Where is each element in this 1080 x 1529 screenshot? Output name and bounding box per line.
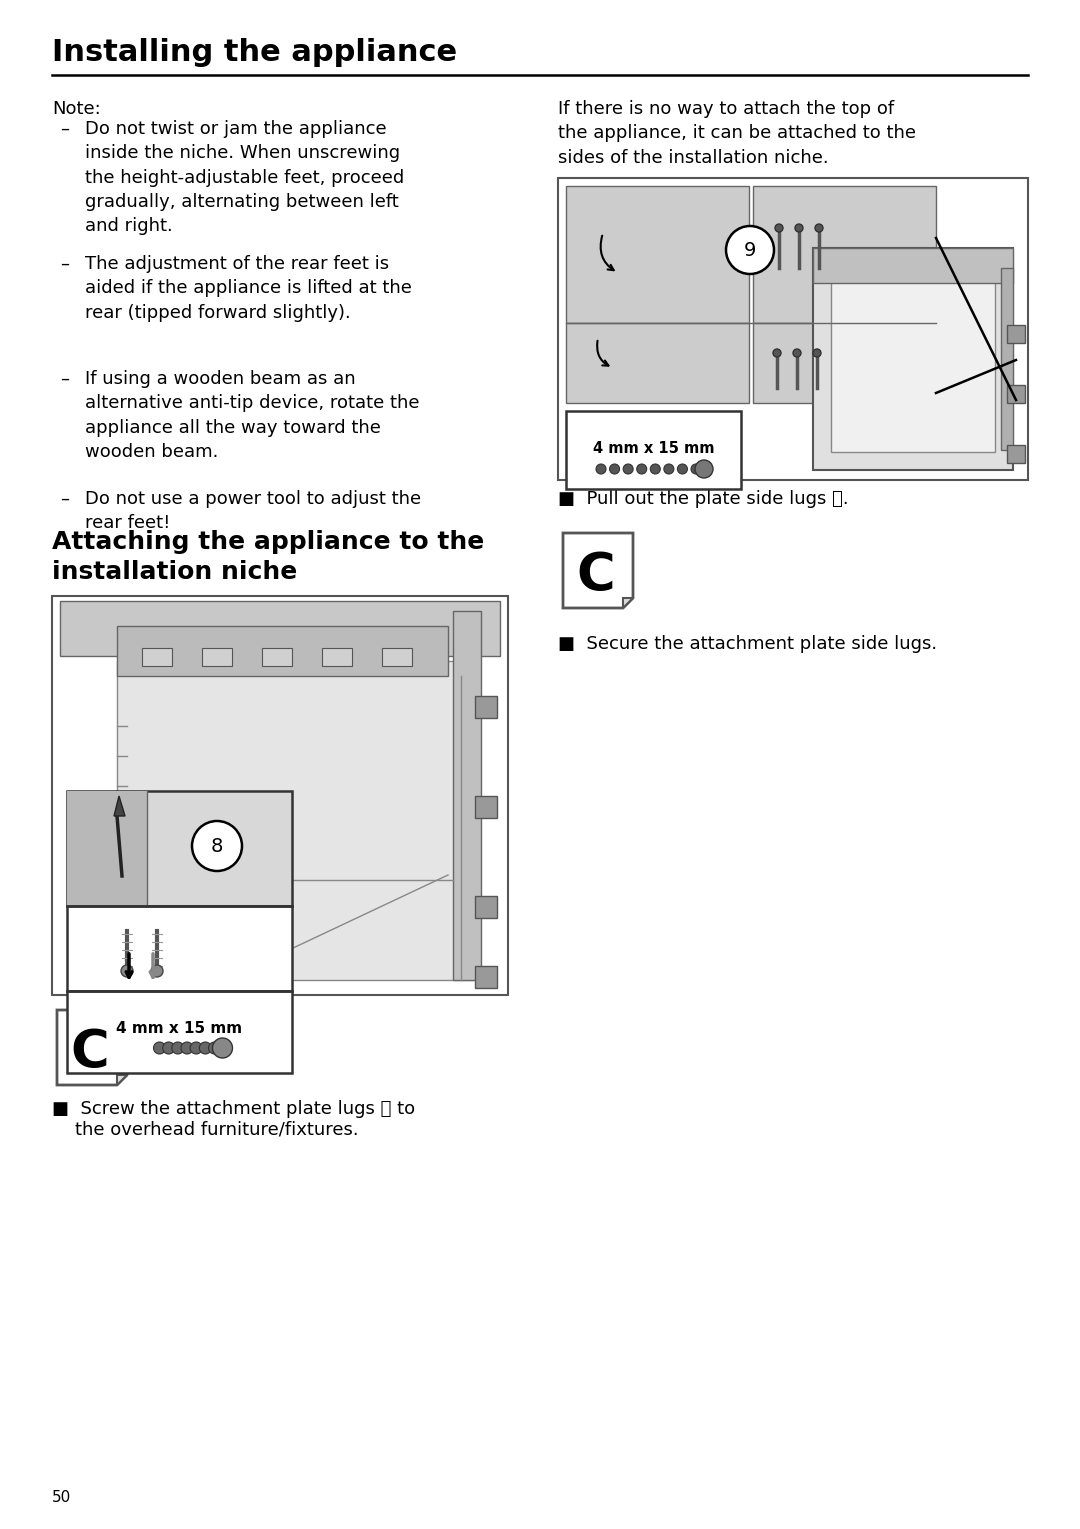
Circle shape [208,1041,220,1053]
Text: ■  Pull out the plate side lugs ⓨ.: ■ Pull out the plate side lugs ⓨ. [558,489,849,508]
Text: 50: 50 [52,1489,71,1505]
Bar [67,991,292,1073]
Polygon shape [563,534,633,609]
Bar [1001,268,1013,450]
Text: installation niche: installation niche [52,560,297,584]
Circle shape [172,1041,184,1053]
Bar [382,648,411,667]
Bar [141,648,172,667]
Text: 4 mm x 15 mm: 4 mm x 15 mm [117,1021,243,1037]
Polygon shape [117,1075,127,1086]
Circle shape [190,1041,202,1053]
Polygon shape [623,598,633,609]
Circle shape [775,225,783,232]
Circle shape [795,225,804,232]
Bar [753,323,936,404]
Text: C: C [577,550,616,602]
Bar [262,648,292,667]
Circle shape [151,965,163,977]
Bar [60,601,500,656]
Bar [566,411,741,489]
Polygon shape [114,797,125,816]
Circle shape [623,463,633,474]
Bar [475,696,497,719]
Text: Do not twist or jam the appliance
inside the niche. When unscrewing
the height-a: Do not twist or jam the appliance inside… [85,119,404,235]
Circle shape [609,463,620,474]
Text: 9: 9 [744,240,756,260]
Circle shape [813,349,821,356]
Text: If using a wooden beam as an
alternative anti-tip device, rotate the
appliance a: If using a wooden beam as an alternative… [85,370,419,460]
Circle shape [696,460,713,479]
Circle shape [181,1041,193,1053]
Circle shape [793,349,801,356]
Polygon shape [204,656,244,766]
Text: –: – [60,370,69,388]
Circle shape [121,965,133,977]
Circle shape [637,463,647,474]
Circle shape [213,1038,232,1058]
Circle shape [773,349,781,356]
Bar [566,323,750,404]
Bar [67,790,292,907]
Text: 8: 8 [211,836,224,856]
Circle shape [596,463,606,474]
Circle shape [163,1041,175,1053]
Text: If there is no way to attach the top of
the appliance, it can be attached to the: If there is no way to attach the top of … [558,99,916,167]
Bar [831,266,995,453]
Text: Do not use a power tool to adjust the
rear feet!: Do not use a power tool to adjust the re… [85,489,421,532]
Bar [475,797,497,818]
Bar [753,187,936,323]
Text: C: C [70,1027,109,1079]
Circle shape [192,821,242,872]
Bar [202,648,232,667]
Text: 4 mm x 15 mm: 4 mm x 15 mm [593,440,714,456]
Text: the overhead furniture/fixtures.: the overhead furniture/fixtures. [52,1121,359,1138]
Circle shape [153,1041,165,1053]
Bar [558,177,1028,480]
Text: Installing the appliance: Installing the appliance [52,38,457,67]
Bar [322,648,352,667]
Bar [453,612,481,980]
Bar [475,966,497,988]
Bar [67,790,147,907]
Circle shape [815,225,823,232]
Bar [67,907,292,991]
Circle shape [726,226,774,274]
Bar [117,625,448,676]
Text: The adjustment of the rear feet is
aided if the appliance is lifted at the
rear : The adjustment of the rear feet is aided… [85,255,411,321]
Text: –: – [60,255,69,274]
Bar [813,248,1013,469]
Bar [52,596,508,995]
Circle shape [650,463,660,474]
Circle shape [200,1041,212,1053]
Text: –: – [60,119,69,138]
Circle shape [664,463,674,474]
Circle shape [691,463,701,474]
Text: –: – [60,489,69,508]
Text: ■  Screw the attachment plate lugs ⓧ to: ■ Screw the attachment plate lugs ⓧ to [52,1099,415,1118]
Text: ■  Secure the attachment plate side lugs.: ■ Secure the attachment plate side lugs. [558,635,937,653]
Bar [1007,326,1025,342]
Bar [117,661,473,980]
Text: Attaching the appliance to the: Attaching the appliance to the [52,531,484,553]
Text: Note:: Note: [52,99,100,118]
Bar [566,187,750,323]
Bar [1007,445,1025,463]
Circle shape [677,463,688,474]
Bar [1007,385,1025,404]
Bar [475,896,497,917]
Polygon shape [57,1011,127,1086]
Bar [813,248,1013,283]
